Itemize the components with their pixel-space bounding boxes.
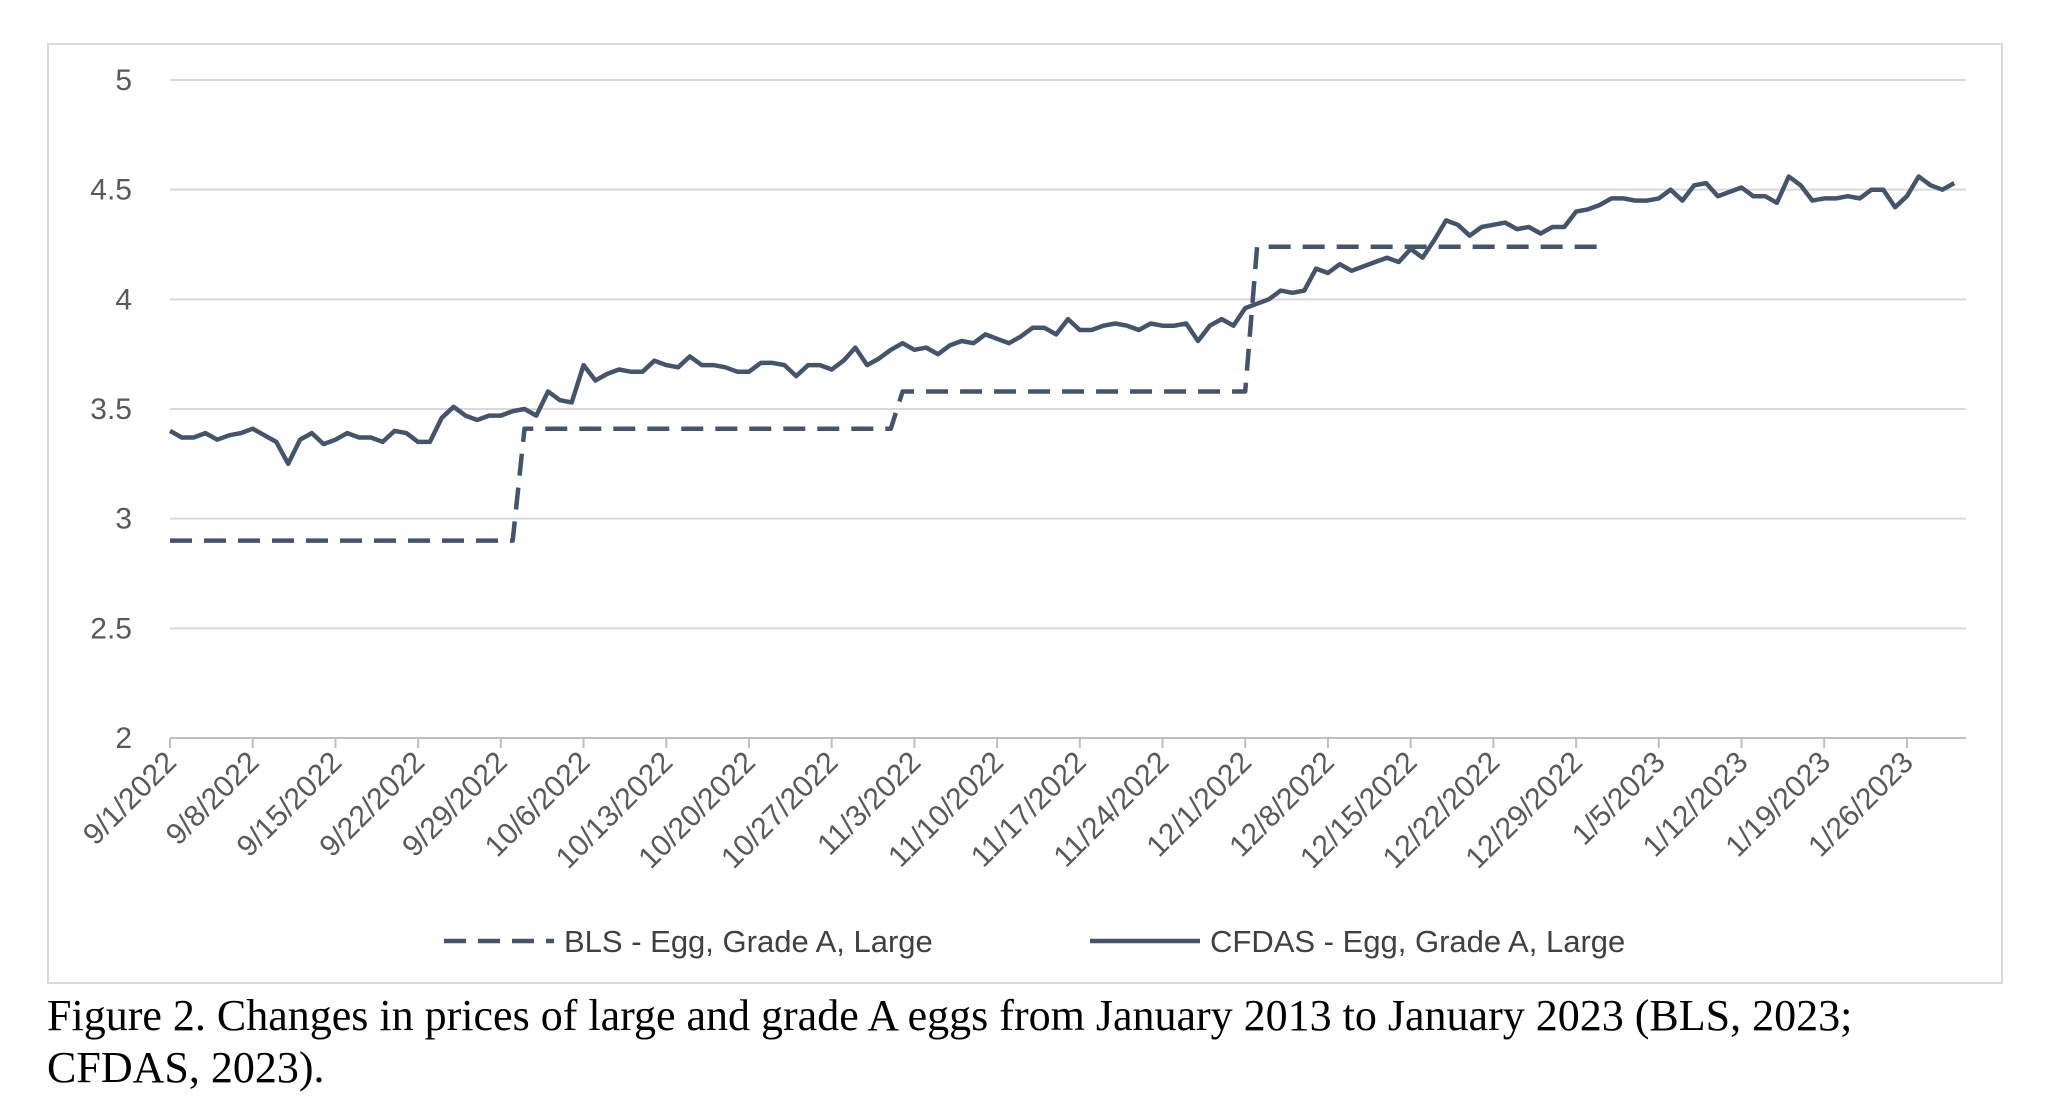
y-tick-label: 3.5	[90, 393, 132, 426]
y-axis-ticks: 2 2.5 3 3.5 4 4.5 5	[90, 64, 132, 755]
series-line-cfdas	[168, 174, 1956, 467]
y-tick-label: 2.5	[90, 612, 132, 645]
y-tick-label: 4.5	[90, 174, 132, 207]
y-tick-label: 3	[115, 503, 132, 536]
legend: BLS - Egg, Grade A, Large CFDAS - Egg, Gr…	[444, 924, 1625, 959]
y-tick-label: 5	[115, 64, 132, 97]
y-tick-label: 4	[115, 283, 132, 316]
figure-caption: Figure 2. Changes in prices of large and…	[47, 991, 1853, 1092]
legend-label: CFDAS - Egg, Grade A, Large	[1210, 924, 1625, 959]
legend-label: BLS - Egg, Grade A, Large	[564, 924, 933, 959]
gridlines	[170, 79, 1966, 630]
line-chart: 2 2.5 3 3.5 4 4.5 5 9/1/20229/8/20229/15/20229…	[77, 64, 1966, 959]
chart-frame: 2 2.5 3 3.5 4 4.5 5 9/1/2022 9/8/2022 9/15/2022 9…	[47, 43, 2003, 984]
x-axis-ticks: 9/1/20229/8/20229/15/20229/22/20229/29/2…	[77, 738, 1920, 875]
y-tick-label: 2	[115, 722, 132, 755]
series-line-bls	[170, 244, 1600, 543]
series-lines	[168, 174, 1956, 543]
